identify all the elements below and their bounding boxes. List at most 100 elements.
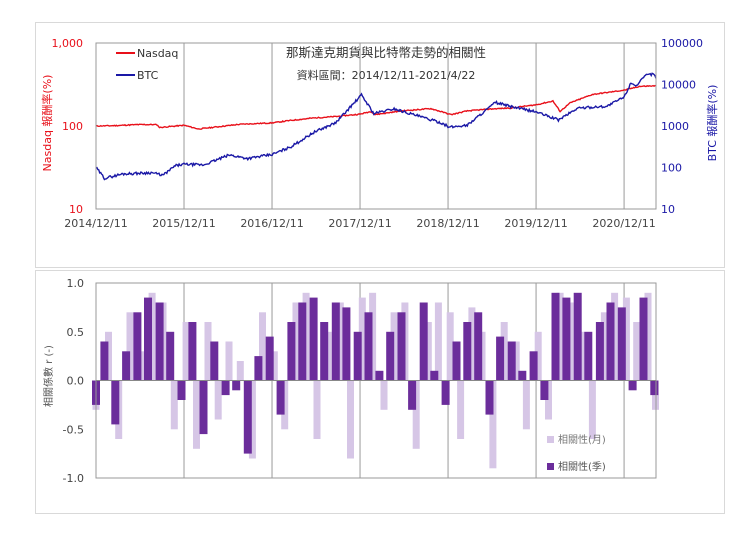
bar-quarterly — [221, 380, 230, 396]
bar-quarterly — [650, 380, 659, 396]
bar-quarterly — [584, 331, 593, 381]
x-tick-label: 2018/12/11 — [416, 217, 479, 230]
bar-quarterly — [529, 351, 538, 381]
bar-monthly — [446, 312, 454, 381]
legend-quarterly-swatch — [547, 463, 554, 470]
bar-quarterly — [606, 302, 615, 381]
bar-quarterly — [386, 331, 395, 381]
bar-monthly — [545, 380, 552, 420]
correlation-chart: 1.0 0.5 0.0 -0.5 -1.0 相關係數 r (-) 相關性(月) 相關性(… — [42, 277, 659, 485]
bar-quarterly — [452, 341, 461, 381]
bar-quarterly — [364, 312, 373, 381]
y-axis-title: 相關係數 r (-) — [42, 345, 55, 407]
bar-monthly — [204, 322, 212, 381]
y-left-tick-label: 10 — [69, 203, 83, 216]
bar-quarterly — [331, 302, 340, 381]
bar-quarterly — [518, 370, 527, 381]
y-left-tick-label: 100 — [62, 120, 83, 133]
bar-monthly — [248, 380, 256, 459]
y-right-tick-label: 10000 — [661, 79, 696, 92]
legend-monthly-swatch — [547, 436, 554, 443]
bar-monthly — [522, 380, 530, 430]
bar-quarterly — [210, 341, 219, 381]
bar-monthly — [138, 351, 146, 381]
y-right-axis-title: BTC 報酬率(%) — [705, 85, 719, 162]
bar-quarterly — [133, 312, 142, 381]
bar-monthly — [170, 380, 178, 430]
bar-monthly — [412, 380, 420, 449]
bar-quarterly — [309, 297, 318, 381]
bar-quarterly — [265, 336, 274, 381]
bar-quarterly — [540, 380, 549, 400]
bar-monthly — [236, 361, 244, 381]
bar-quarterly — [254, 356, 263, 381]
bar-monthly — [369, 292, 377, 381]
x-tick-label: 2017/12/11 — [328, 217, 391, 230]
bar-monthly — [193, 380, 200, 449]
bar-quarterly — [353, 331, 362, 381]
x-tick-label: 2014/12/11 — [64, 217, 127, 230]
bar-quarterly — [551, 292, 560, 381]
bar-quarterly — [298, 302, 307, 381]
bar-quarterly — [166, 331, 175, 381]
price-chart-grid — [95, 43, 625, 209]
bar-monthly — [380, 380, 388, 410]
bar-monthly — [182, 322, 190, 381]
bar-monthly — [336, 302, 344, 381]
bar-monthly — [534, 331, 542, 381]
bar-quarterly — [397, 312, 406, 381]
bar-monthly — [214, 380, 222, 420]
x-tick-label: 2016/12/11 — [240, 217, 303, 230]
bar-monthly — [292, 302, 300, 381]
bar-monthly — [424, 322, 432, 381]
bar-quarterly — [485, 380, 494, 415]
y-tick-label: 0.5 — [67, 326, 85, 339]
bar-monthly — [633, 322, 641, 381]
bar-monthly — [512, 341, 520, 381]
bar-quarterly — [342, 307, 351, 381]
price-chart-panel: 2014/12/11 2015/12/11 2016/12/11 2017/12/11… — [35, 22, 725, 268]
chart-title: 那斯達克期貨與比特幣走勢的相關性 — [286, 45, 486, 60]
y-right-tick-label: 10 — [661, 203, 675, 216]
bar-quarterly — [287, 322, 296, 381]
correlation-chart-panel: 1.0 0.5 0.0 -0.5 -1.0 相關係數 r (-) 相關性(月) 相關性(… — [35, 270, 725, 514]
correlation-chart-bars — [92, 292, 659, 469]
y-tick-label: -0.5 — [63, 423, 84, 436]
bar-quarterly — [441, 380, 450, 405]
y-left-axis-title: Nasdaq 報酬率(%) — [40, 75, 54, 172]
bar-quarterly — [320, 322, 329, 381]
bar-monthly — [468, 307, 476, 381]
bar-monthly — [600, 312, 608, 381]
correlation-chart-axes: 1.0 0.5 0.0 -0.5 -1.0 — [63, 277, 657, 485]
bar-monthly — [556, 292, 564, 381]
bar-quarterly — [507, 341, 516, 381]
bar-quarterly — [595, 322, 604, 381]
y-tick-label: -1.0 — [63, 472, 84, 485]
legend-quarterly-label: 相關性(季) — [558, 460, 606, 473]
bar-quarterly — [617, 307, 626, 381]
chart-subtitle: 資料區間：2014/12/11-2021/4/22 — [297, 68, 476, 82]
bar-monthly — [281, 380, 289, 430]
bar-monthly — [148, 292, 156, 381]
y-tick-label: 0.0 — [67, 375, 85, 388]
bar-quarterly — [419, 302, 428, 381]
bar-quarterly — [232, 380, 241, 391]
bar-monthly — [644, 292, 652, 381]
bar-quarterly — [408, 380, 417, 410]
y-right-tick-label: 100 — [661, 162, 682, 175]
y-right-tick-label: 100000 — [661, 37, 703, 50]
bar-monthly — [347, 380, 354, 459]
y-tick-label: 1.0 — [67, 277, 85, 290]
bar-monthly — [611, 292, 619, 381]
bar-quarterly — [496, 336, 505, 381]
bar-quarterly — [177, 380, 186, 400]
bar-quarterly — [111, 380, 120, 425]
bar-quarterly — [375, 370, 384, 381]
y-right-tick-label: 1000 — [661, 120, 689, 133]
price-chart: 2014/12/11 2015/12/11 2016/12/11 2017/12/11… — [40, 37, 719, 230]
bar-quarterly — [573, 292, 582, 381]
bar-quarterly — [100, 341, 109, 381]
bar-monthly — [259, 312, 266, 381]
bar-quarterly — [276, 380, 285, 415]
bar-monthly — [105, 331, 112, 381]
